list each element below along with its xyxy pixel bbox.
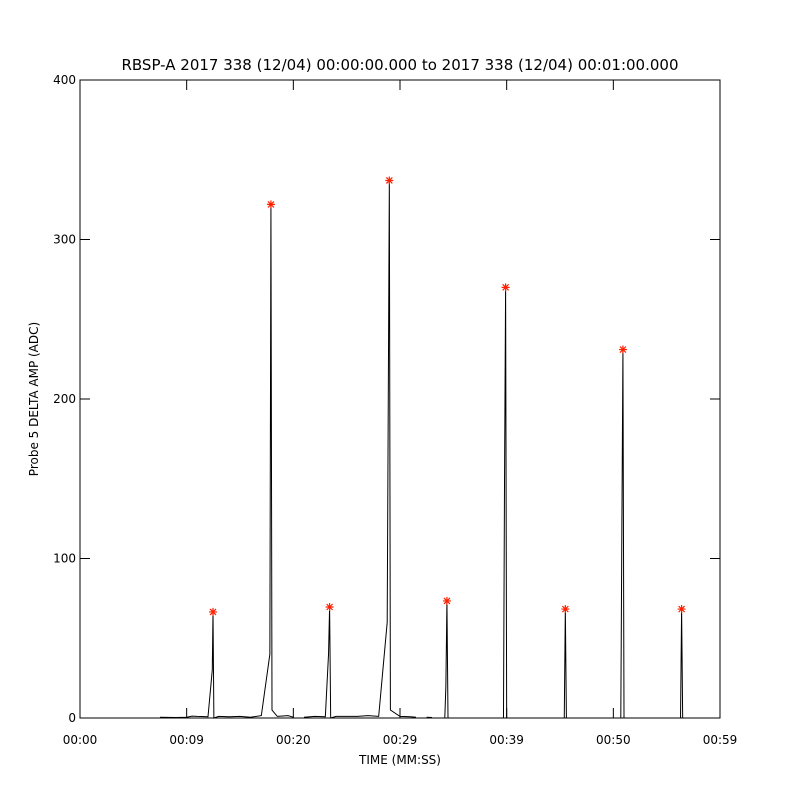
y-tick-label: 100 [53,552,76,566]
y-tick-label: 400 [53,73,76,87]
peak-marker [561,605,570,614]
x-tick-label: 00:39 [489,733,524,747]
peak-marker [442,596,451,605]
x-tick-label: 00:59 [703,733,738,747]
x-tick-label: 00:29 [383,733,418,747]
x-tick-label: 00:00 [63,733,98,747]
peak-marker [325,602,334,611]
chart-title: RBSP-A 2017 338 (12/04) 00:00:00.000 to … [121,56,678,74]
y-tick-label: 200 [53,392,76,406]
x-tick-label: 00:50 [596,733,631,747]
y-tick-label: 0 [68,711,76,725]
peak-marker [209,607,218,616]
x-tick-label: 00:09 [169,733,204,747]
peak-marker [618,345,627,354]
y-axis-label: Probe 5 DELTA AMP (ADC) [27,322,41,476]
peak-marker [266,200,275,209]
peak-marker [385,176,394,185]
peak-marker [677,605,686,614]
x-axis-label: TIME (MM:SS) [358,753,441,767]
x-tick-label: 00:20 [276,733,311,747]
signal-line [159,180,684,719]
peak-marker [501,283,510,292]
y-tick-label: 300 [53,233,76,247]
